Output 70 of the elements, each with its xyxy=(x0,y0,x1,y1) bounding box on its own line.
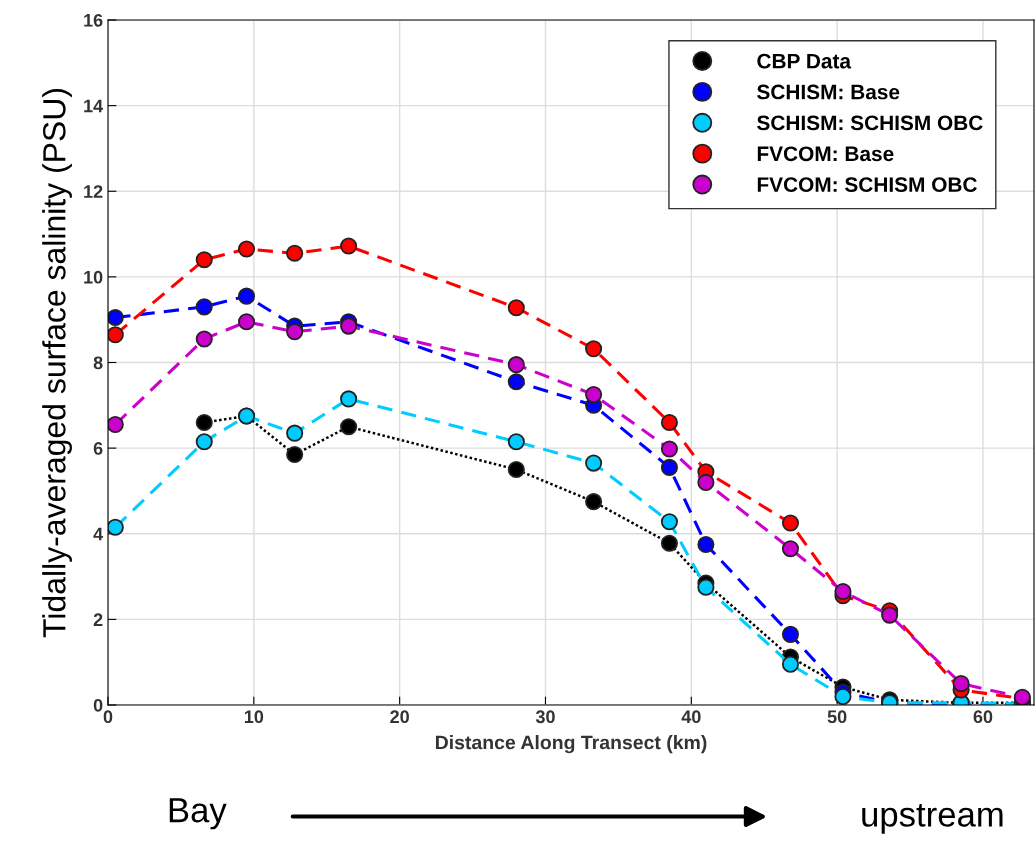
point xyxy=(507,356,525,374)
y-tick-label: 14 xyxy=(84,99,104,113)
y-axis-title: Tidally-averaged surface salinity (PSU) xyxy=(42,89,72,638)
legend-label: SCHISM: SCHISM OBC xyxy=(757,115,983,131)
point xyxy=(697,535,715,553)
point xyxy=(108,416,124,434)
x-tick-label: 10 xyxy=(244,710,264,724)
point xyxy=(834,583,852,601)
point xyxy=(195,298,213,316)
point xyxy=(660,513,678,531)
point xyxy=(585,386,603,404)
point xyxy=(697,473,715,491)
y-tick-label: 12 xyxy=(84,185,103,198)
y-tick-label: 10 xyxy=(84,270,103,284)
legend-label: FVCOM: SCHISM OBC xyxy=(757,177,977,193)
point xyxy=(952,675,970,693)
point xyxy=(660,413,678,431)
point xyxy=(108,309,124,327)
point xyxy=(781,655,800,673)
point xyxy=(781,540,800,558)
point xyxy=(237,240,256,258)
point xyxy=(507,373,525,391)
point xyxy=(881,606,899,624)
point xyxy=(340,418,358,436)
point xyxy=(340,237,358,255)
point xyxy=(108,326,124,344)
point xyxy=(237,287,256,305)
point xyxy=(781,514,800,532)
point xyxy=(585,340,603,358)
x-tick-label: 30 xyxy=(535,710,555,724)
y-tick-label: 6 xyxy=(93,442,103,455)
legend-label: CBP Data xyxy=(757,53,852,69)
point xyxy=(585,493,603,511)
point xyxy=(286,244,304,262)
text: upstream xyxy=(862,803,1003,834)
point xyxy=(660,534,678,552)
point xyxy=(195,330,213,348)
point xyxy=(108,518,124,536)
x-tick-label: 0 xyxy=(103,710,113,724)
point xyxy=(834,687,852,705)
point xyxy=(340,317,358,335)
point xyxy=(286,323,304,341)
point xyxy=(697,578,715,596)
point xyxy=(286,446,304,464)
legend-label: FVCOM: Base xyxy=(757,146,894,162)
text: Bay xyxy=(169,798,227,830)
x-tick-label: 20 xyxy=(390,710,409,724)
x-tick-label: 40 xyxy=(681,710,701,724)
point xyxy=(585,454,603,472)
point xyxy=(340,390,358,408)
point xyxy=(660,440,678,458)
x-tick-label: 60 xyxy=(973,710,993,724)
x-tick-label: 50 xyxy=(827,710,847,724)
y-tick-label: 16 xyxy=(84,13,103,27)
point xyxy=(195,413,213,431)
x-axis-title: Distance Along Transect (km) xyxy=(435,735,707,754)
point xyxy=(781,625,800,643)
point xyxy=(660,458,678,476)
point xyxy=(195,251,213,269)
y-tick-label: 2 xyxy=(93,613,103,626)
legend-label: SCHISM: Base xyxy=(757,84,900,100)
y-tick-label: 8 xyxy=(93,356,103,370)
point xyxy=(237,313,256,331)
y-tick-label: 0 xyxy=(93,698,103,712)
y-tick-label: 4 xyxy=(93,527,104,541)
point xyxy=(286,424,304,442)
point xyxy=(507,433,525,451)
point xyxy=(507,460,525,479)
point xyxy=(507,299,525,317)
point xyxy=(195,433,213,451)
